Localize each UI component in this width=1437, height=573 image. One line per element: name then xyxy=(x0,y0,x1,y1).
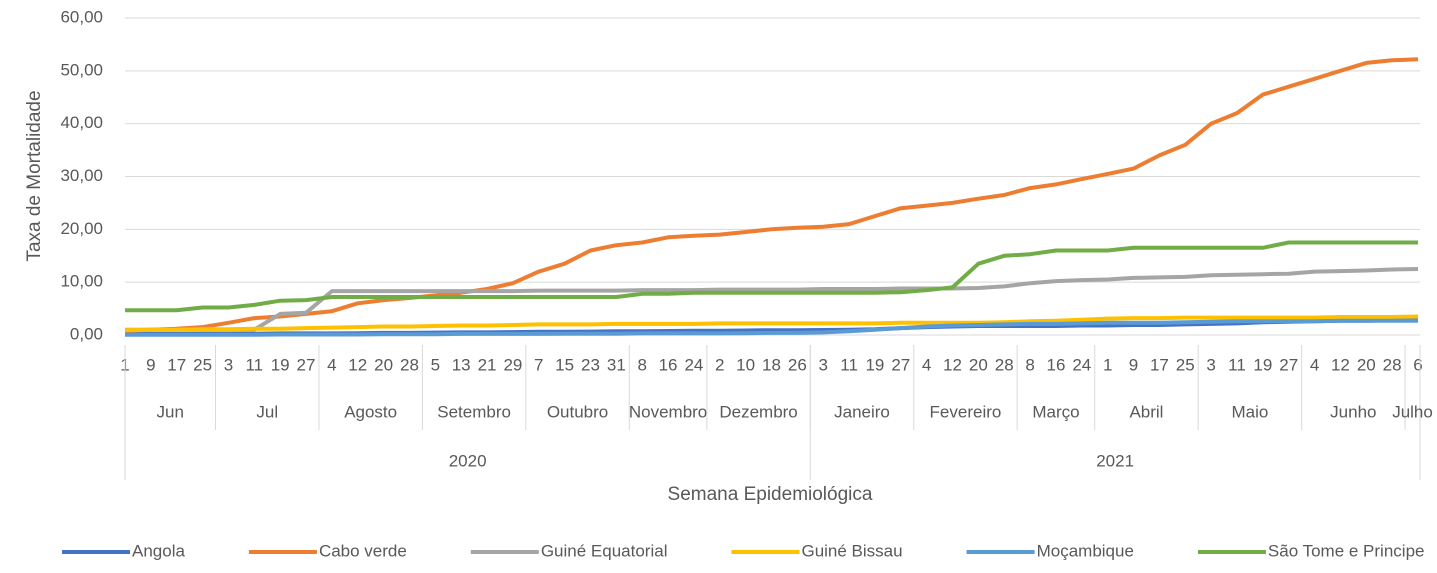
month-label: Jun xyxy=(157,402,184,421)
month-label: Setembro xyxy=(437,402,511,421)
x-tick-label: 13 xyxy=(452,355,471,374)
x-tick-label: 28 xyxy=(400,355,419,374)
series-line xyxy=(125,267,1419,332)
y-tick-label: 30,00 xyxy=(60,166,103,185)
y-tick-label: 60,00 xyxy=(60,7,103,26)
x-tick-label: 4 xyxy=(1310,355,1319,374)
x-tick-label: 19 xyxy=(271,355,290,374)
y-tick-label: 0,00 xyxy=(70,324,103,343)
legend-label: São Tome e Principe xyxy=(1268,541,1425,560)
x-tick-label: 2 xyxy=(715,355,724,374)
x-tick-label: 4 xyxy=(922,355,931,374)
x-tick-label: 9 xyxy=(1129,355,1138,374)
x-tick-label: 21 xyxy=(478,355,497,374)
series-line xyxy=(125,240,1418,313)
legend-label: Cabo verde xyxy=(319,541,407,560)
x-tick-label: 1 xyxy=(1103,355,1112,374)
x-tick-label: 12 xyxy=(348,355,367,374)
y-tick-label: 40,00 xyxy=(60,113,103,132)
x-tick-label: 6 xyxy=(1413,355,1422,374)
x-tick-label: 17 xyxy=(167,355,186,374)
x-tick-label: 23 xyxy=(581,355,600,374)
month-label: Jul xyxy=(256,402,278,421)
x-tick-label: 27 xyxy=(297,355,316,374)
x-tick-label: 24 xyxy=(1072,355,1091,374)
x-tick-label: 20 xyxy=(374,355,393,374)
x-tick-label: 27 xyxy=(1279,355,1298,374)
month-label: Maio xyxy=(1231,402,1268,421)
year-label: 2020 xyxy=(449,451,487,470)
month-label: Novembro xyxy=(629,402,707,421)
legend-label: Angola xyxy=(132,541,185,560)
x-tick-label: 8 xyxy=(637,355,646,374)
x-tick-label: 31 xyxy=(607,355,626,374)
x-tick-label: 28 xyxy=(1383,355,1402,374)
month-label: Fevereiro xyxy=(930,402,1002,421)
y-axis-title: Taxa de Mortalidade xyxy=(24,90,45,261)
x-tick-label: 26 xyxy=(788,355,807,374)
series-line xyxy=(125,318,1418,337)
month-label: Dezembro xyxy=(719,402,797,421)
y-tick-label: 20,00 xyxy=(60,219,103,238)
x-tick-label: 4 xyxy=(327,355,336,374)
x-tick-label: 25 xyxy=(193,355,212,374)
month-label: Agosto xyxy=(344,402,397,421)
x-tick-label: 7 xyxy=(534,355,543,374)
legend-label: Guiné Bissau xyxy=(801,541,902,560)
x-tick-label: 16 xyxy=(659,355,678,374)
x-tick-label: 20 xyxy=(1357,355,1376,374)
x-tick-label: 11 xyxy=(840,355,858,374)
x-tick-label: 3 xyxy=(1206,355,1215,374)
x-tick-label: 15 xyxy=(555,355,574,374)
month-label: Janeiro xyxy=(834,402,890,421)
x-tick-label: 20 xyxy=(969,355,988,374)
x-tick-label: 27 xyxy=(891,355,910,374)
month-label: Abril xyxy=(1129,402,1163,421)
month-label: Março xyxy=(1032,402,1079,421)
x-axis-title: Semana Epidemiológica xyxy=(668,484,873,505)
month-label: Outubro xyxy=(547,402,608,421)
y-tick-label: 10,00 xyxy=(60,272,103,291)
x-tick-label: 29 xyxy=(503,355,522,374)
year-label: 2021 xyxy=(1096,451,1134,470)
x-tick-label: 3 xyxy=(224,355,233,374)
series-line xyxy=(124,57,1419,333)
x-tick-label: 10 xyxy=(736,355,755,374)
series-line xyxy=(124,314,1419,333)
legend-label: Moçambique xyxy=(1037,541,1134,560)
x-tick-label: 19 xyxy=(1253,355,1272,374)
x-tick-label: 9 xyxy=(146,355,155,374)
x-tick-label: 3 xyxy=(818,355,827,374)
y-tick-label: 50,00 xyxy=(60,60,103,79)
x-tick-label: 18 xyxy=(762,355,781,374)
x-tick-label: 8 xyxy=(1025,355,1034,374)
x-tick-label: 12 xyxy=(943,355,962,374)
x-tick-label: 16 xyxy=(1046,355,1065,374)
x-tick-label: 11 xyxy=(1228,355,1246,374)
legend-label: Guiné Equatorial xyxy=(541,541,668,560)
month-label: Julho xyxy=(1392,402,1433,421)
x-tick-label: 12 xyxy=(1331,355,1350,374)
x-tick-label: 5 xyxy=(431,355,440,374)
month-label: Junho xyxy=(1330,402,1376,421)
x-tick-label: 25 xyxy=(1176,355,1195,374)
x-tick-label: 28 xyxy=(995,355,1014,374)
x-tick-label: 19 xyxy=(865,355,884,374)
x-tick-label: 11 xyxy=(245,355,263,374)
x-tick-label: 17 xyxy=(1150,355,1169,374)
x-tick-label: 24 xyxy=(684,355,703,374)
